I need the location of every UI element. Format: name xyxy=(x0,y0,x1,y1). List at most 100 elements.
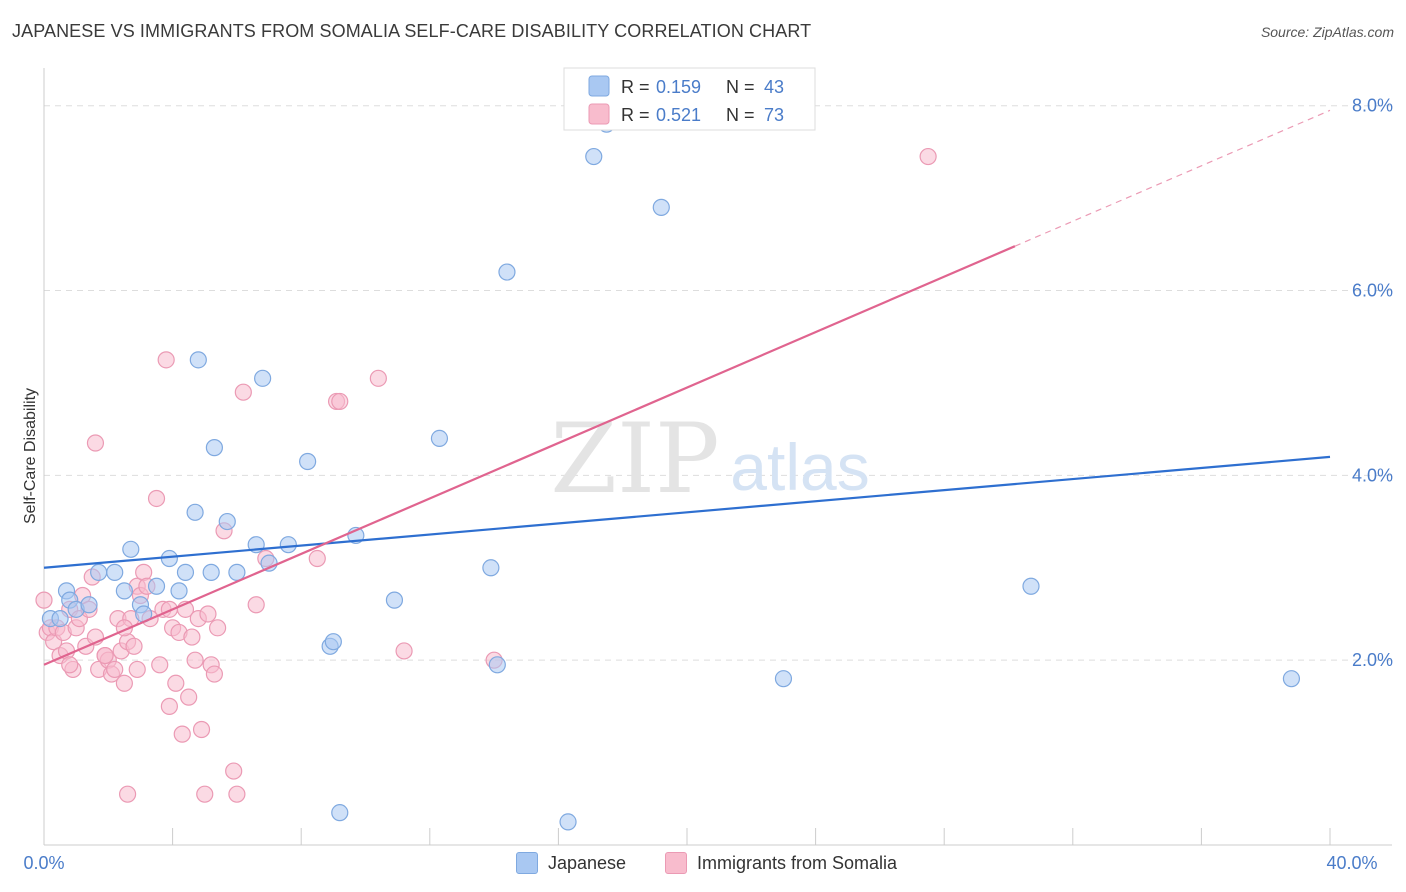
japanese-point-37 xyxy=(585,147,603,166)
japanese-point-36 xyxy=(559,813,577,831)
somalia-point-62 xyxy=(331,392,349,411)
japanese-point-26 xyxy=(299,452,317,471)
japanese-point-7 xyxy=(106,563,124,581)
legend-n-label-japanese: N = xyxy=(726,77,755,97)
somalia-point-45 xyxy=(183,628,201,646)
somalia-point-66 xyxy=(919,147,937,166)
somalia-point-68 xyxy=(128,660,146,679)
somalia-point-42 xyxy=(173,725,191,743)
somalia-point-64 xyxy=(395,642,413,660)
legend-swatch-japanese xyxy=(516,852,538,874)
somalia-point-56 xyxy=(228,785,246,803)
japanese-point-40 xyxy=(774,670,793,688)
somalia-point-58 xyxy=(247,596,265,614)
somalia-point-40 xyxy=(167,674,185,692)
somalia-point-44 xyxy=(180,688,198,706)
grid-lines xyxy=(44,105,1392,661)
somalia-point-67 xyxy=(118,785,137,803)
japanese-point-12 xyxy=(147,577,166,595)
somalia-point-69 xyxy=(96,646,114,665)
legend-label-somalia: Immigrants from Somalia xyxy=(697,852,898,873)
japanese-point-39 xyxy=(652,198,670,216)
somalia-point-72 xyxy=(61,656,79,674)
japanese-point-14 xyxy=(170,582,188,600)
japanese-point-34 xyxy=(488,656,506,674)
somalia-point-57 xyxy=(234,383,252,401)
y-tick-label-3: 8.0% xyxy=(1352,96,1393,116)
japanese-point-9 xyxy=(122,540,140,558)
legend-r-value-japanese: 0.159 xyxy=(656,77,701,97)
somalia-point-53 xyxy=(209,619,227,637)
legend-item-somalia: Immigrants from Somalia xyxy=(665,852,897,874)
japanese-point-41 xyxy=(1022,577,1040,595)
somalia-point-35 xyxy=(151,656,169,674)
trend-line-japanese xyxy=(43,455,1331,569)
japanese-point-16 xyxy=(186,503,204,521)
legend-item-japanese: Japanese xyxy=(516,852,626,874)
y-axis-label: Self-Care Disability xyxy=(22,388,39,524)
somalia-point-50 xyxy=(199,605,217,623)
trend-lines xyxy=(43,109,1331,666)
legend-n-label-somalia: N = xyxy=(726,105,755,125)
somalia-point-22 xyxy=(106,660,124,679)
source-label: Source: ZipAtlas.com xyxy=(1260,24,1394,40)
watermark-zip: ZIP xyxy=(550,403,719,515)
somalia-point-28 xyxy=(125,637,143,655)
legend-n-value-somalia: 73 xyxy=(764,105,784,125)
y-tick-labels: 2.0% 4.0% 6.0% 8.0% xyxy=(1352,96,1393,670)
legend-r-value-somalia: 0.521 xyxy=(656,105,701,125)
japanese-point-23 xyxy=(254,369,272,387)
japanese-point-15 xyxy=(176,563,195,581)
japanese-point-18 xyxy=(202,563,220,581)
somalia-point-34 xyxy=(147,489,166,508)
somalia-point-48 xyxy=(192,720,211,739)
japanese-point-33 xyxy=(482,559,500,577)
series-japanese-points xyxy=(41,115,1301,831)
legend-swatch-japanese xyxy=(588,75,610,97)
japanese-point-6 xyxy=(90,563,108,581)
japanese-point-19 xyxy=(205,439,223,457)
watermark-atlas: atlas xyxy=(730,430,869,504)
somalia-point-60 xyxy=(308,549,326,568)
somalia-point-46 xyxy=(186,651,204,669)
somalia-point-63 xyxy=(369,369,387,387)
watermark: ZIP atlas xyxy=(550,403,869,515)
japanese-point-32 xyxy=(430,429,449,447)
somalia-point-18 xyxy=(86,434,105,452)
japanese-point-20 xyxy=(218,512,236,531)
japanese-point-29 xyxy=(331,804,349,822)
x-tick-label-max: 40.0% xyxy=(1326,853,1377,873)
axes xyxy=(43,68,1392,846)
legend-label-japanese: Japanese xyxy=(548,852,627,873)
japanese-point-35 xyxy=(498,263,516,281)
legend-swatch-somalia xyxy=(588,103,610,125)
japanese-point-31 xyxy=(385,591,404,609)
somalia-point-52 xyxy=(205,665,223,683)
y-tick-label-2: 6.0% xyxy=(1352,281,1393,301)
somalia-point-0 xyxy=(35,591,53,609)
trend-line-somalia-extension xyxy=(1014,109,1331,247)
japanese-point-1 xyxy=(51,609,69,628)
somalia-point-49 xyxy=(196,785,214,803)
japanese-point-21 xyxy=(228,563,246,581)
y-tick-label-0: 2.0% xyxy=(1352,650,1393,670)
japanese-point-17 xyxy=(189,351,207,369)
japanese-point-28 xyxy=(324,633,342,651)
somalia-point-55 xyxy=(225,762,243,780)
legend-swatch-somalia xyxy=(665,852,687,874)
legend-r-label-somalia: R = xyxy=(621,105,650,125)
somalia-point-38 xyxy=(160,697,178,715)
japanese-point-8 xyxy=(115,582,133,600)
trend-line-somalia xyxy=(43,245,1016,666)
japanese-point-5 xyxy=(80,596,98,614)
legend-r-label-japanese: R = xyxy=(621,77,650,97)
somalia-point-25 xyxy=(115,674,133,692)
chart-title: JAPANESE VS IMMIGRANTS FROM SOMALIA SELF… xyxy=(12,21,812,41)
legend-n-value-japanese: 43 xyxy=(764,77,784,97)
japanese-point-25 xyxy=(279,536,297,554)
japanese-point-42 xyxy=(1282,670,1301,688)
legend-bottom: Japanese Immigrants from Somalia xyxy=(0,852,1406,878)
y-tick-label-1: 4.0% xyxy=(1352,465,1393,485)
legend-top: R = 0.159 N = 43 R = 0.521 N = 73 xyxy=(563,67,816,131)
